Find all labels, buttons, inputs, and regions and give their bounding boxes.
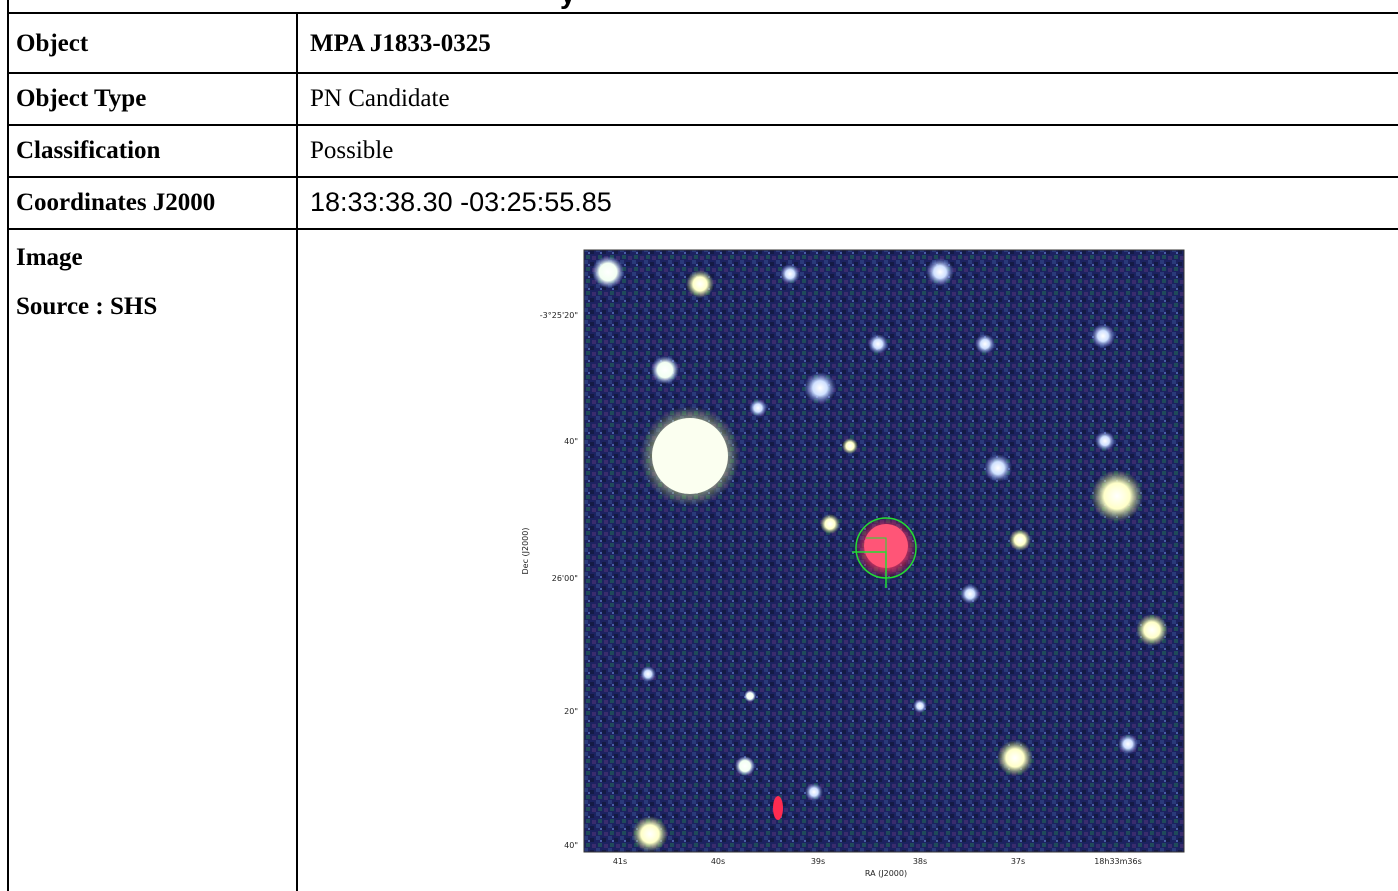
table-row-divider — [7, 12, 1398, 14]
ra-tick-label: 37s — [1011, 857, 1025, 866]
dec-tick-label: 26'00" — [552, 574, 578, 583]
row-label-coordinates: Coordinates J2000 — [16, 189, 216, 216]
classification-value: Possible — [310, 137, 394, 164]
ra-tick-label: 38s — [913, 857, 927, 866]
dec-tick-label: -3°25'20" — [540, 311, 578, 320]
row-label-classification: Classification — [16, 137, 161, 164]
coordinates-value: 18:33:38.30 -03:25:55.85 — [310, 187, 612, 217]
ra-tick-label: 18h33m36s — [1094, 857, 1142, 866]
ra-tick-label: 40s — [711, 857, 725, 866]
ra-tick-label: 41s — [613, 857, 627, 866]
table-border-middle — [296, 12, 298, 891]
row-label-object: Object — [16, 30, 89, 57]
dec-tick-label: 40" — [564, 437, 578, 446]
dec-tick-label: 40" — [564, 841, 578, 850]
y-axis-label: Dec (J2000) — [521, 528, 530, 575]
dec-tick-label: 20" — [564, 707, 578, 716]
row-label-object-type: Object Type — [16, 85, 147, 112]
table-row-divider — [7, 228, 1398, 230]
sky-image-figure: -3°25'20" 40" 26'00" 20" 40" 41s 40s 39s… — [500, 236, 1220, 884]
table-row-divider — [7, 72, 1398, 74]
x-axis-label: RA (J2000) — [865, 869, 907, 878]
table-border-left — [7, 0, 9, 891]
object-name-value: MPA J1833-0325 — [310, 30, 491, 57]
page-heading-clipped: y — [560, 0, 576, 10]
ra-tick-label: 39s — [811, 857, 825, 866]
row-label-image: Image — [16, 244, 83, 271]
table-row-divider — [7, 176, 1398, 178]
image-source-label: Source : SHS — [16, 293, 158, 320]
table-row-divider — [7, 124, 1398, 126]
object-type-value: PN Candidate — [310, 85, 450, 112]
